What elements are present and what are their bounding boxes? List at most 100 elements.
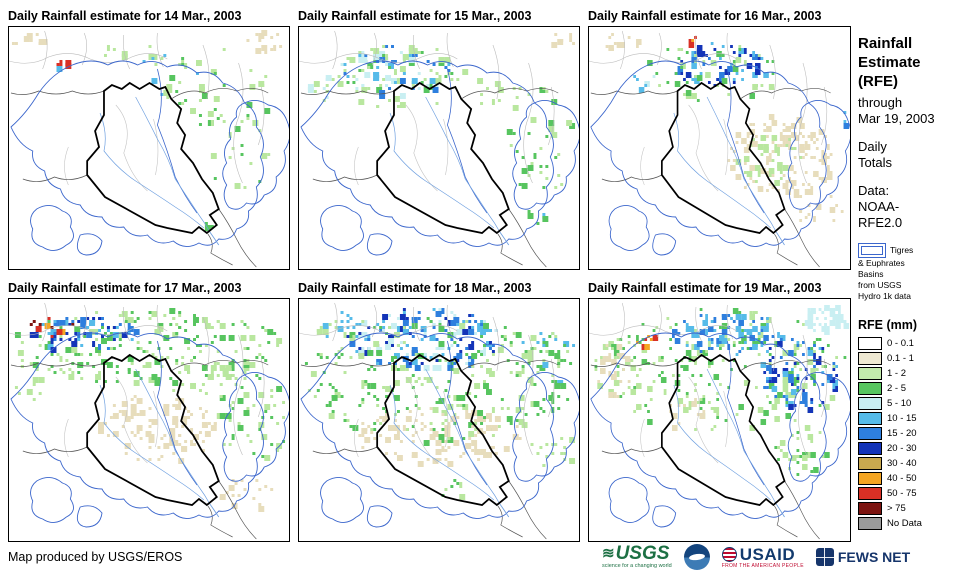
legend-item: 15 - 20 xyxy=(858,426,963,441)
rainfall-speckles xyxy=(307,33,576,225)
legend-item: 30 - 40 xyxy=(858,456,963,471)
legend-swatch xyxy=(858,472,882,485)
sidebar-title-line: Rainfall xyxy=(858,35,913,52)
legend-item: 2 - 5 xyxy=(858,381,963,396)
legend-swatch xyxy=(858,517,882,530)
map-frame xyxy=(588,26,851,270)
panel-title: Daily Rainfall estimate for 17 Mar., 200… xyxy=(8,281,242,295)
legend-label: 5 - 10 xyxy=(887,398,912,409)
legend-swatch xyxy=(858,367,882,380)
basin-note-line: & Euphrates xyxy=(858,258,905,268)
rainfall-speckles xyxy=(605,33,850,222)
rainfall-speckles xyxy=(11,30,283,231)
legend-swatch xyxy=(858,397,882,410)
legend-swatch xyxy=(858,487,882,500)
legend-label: 40 - 50 xyxy=(887,473,917,484)
legend-label: > 75 xyxy=(887,503,906,514)
panel-title: Daily Rainfall estimate for 19 Mar., 200… xyxy=(588,281,822,295)
rainfall-map xyxy=(589,299,850,541)
panel-title: Daily Rainfall estimate for 15 Mar., 200… xyxy=(298,9,532,23)
sidebar-title-line: (RFE) xyxy=(858,73,898,90)
rainfall-map xyxy=(299,299,579,541)
rainfall-map xyxy=(589,27,850,269)
sidebar-title-line: Estimate xyxy=(858,54,921,71)
usaid-shield-icon xyxy=(721,546,737,562)
legend-label: 0 - 0.1 xyxy=(887,338,914,349)
basin-note: Tigres & Euphrates Basins from USGS Hydr… xyxy=(858,243,963,302)
map-panel: Daily Rainfall estimate for 18 Mar., 200… xyxy=(298,278,580,542)
legend-swatch xyxy=(858,427,882,440)
legend-label: 2 - 5 xyxy=(887,383,907,394)
map-credit: Map produced by USGS/EROS xyxy=(8,550,183,564)
legend-item: 0 - 0.1 xyxy=(858,336,963,351)
legend-label: 50 - 75 xyxy=(887,488,917,499)
rainfall-speckles xyxy=(304,308,576,500)
legend-swatch xyxy=(858,412,882,425)
map-panel: Daily Rainfall estimate for 19 Mar., 200… xyxy=(588,278,851,542)
map-panel: Daily Rainfall estimate for 17 Mar., 200… xyxy=(8,278,290,542)
maps-grid: Daily Rainfall estimate for 14 Mar., 200… xyxy=(8,6,851,542)
sidebar-period-line: Totals xyxy=(858,155,892,170)
legend-label: 1 - 2 xyxy=(887,368,907,379)
legend-item: 20 - 30 xyxy=(858,441,963,456)
fewsnet-logo-text: FEWS NET xyxy=(837,549,911,565)
legend-item: No Data xyxy=(858,516,963,531)
map-frame xyxy=(8,298,290,542)
legend-swatch xyxy=(858,457,882,470)
sidebar-through: through xyxy=(858,95,903,110)
legend-swatch xyxy=(858,442,882,455)
usgs-wave-icon: ≋ xyxy=(602,545,615,563)
legend-item: 0.1 - 1 xyxy=(858,351,963,366)
fewsnet-logo: FEWS NET xyxy=(815,548,911,566)
rainfall-map xyxy=(9,27,289,269)
map-panel: Daily Rainfall estimate for 14 Mar., 200… xyxy=(8,6,290,270)
legend-item: 10 - 15 xyxy=(858,411,963,426)
basin-note-row: Tigres xyxy=(858,243,963,258)
basin-note-line: from USGS xyxy=(858,280,902,290)
map-frame xyxy=(588,298,851,542)
sidebar-data-line: NOAA- xyxy=(858,199,900,214)
usgs-logo: ≋ USGS science for a changing world xyxy=(602,544,672,570)
panel-title: Daily Rainfall estimate for 18 Mar., 200… xyxy=(298,281,532,295)
legend-label: 30 - 40 xyxy=(887,458,917,469)
usaid-tagline: FROM THE AMERICAN PEOPLE xyxy=(721,562,804,569)
sidebar: Rainfall Estimate (RFE) through Mar 19, … xyxy=(858,34,963,531)
legend-item: 50 - 75 xyxy=(858,486,963,501)
sidebar-period-line: Daily xyxy=(858,139,887,154)
sidebar-data-line: Data: xyxy=(858,183,890,198)
rainfall-speckles xyxy=(594,305,850,476)
map-frame xyxy=(8,26,290,270)
fews-globe-icon xyxy=(815,548,834,566)
rainfall-map xyxy=(9,299,289,541)
legend-swatch xyxy=(858,382,882,395)
legend-item: 40 - 50 xyxy=(858,471,963,486)
map-panel: Daily Rainfall estimate for 15 Mar., 200… xyxy=(298,6,580,270)
legend-swatch xyxy=(858,352,882,365)
panel-title: Daily Rainfall estimate for 16 Mar., 200… xyxy=(588,9,822,23)
usaid-logo-text: USAID xyxy=(739,544,796,564)
map-panel: Daily Rainfall estimate for 16 Mar., 200… xyxy=(588,6,851,270)
sidebar-title: Rainfall Estimate (RFE) xyxy=(858,34,963,91)
rainfall-speckles xyxy=(14,308,286,512)
legend-swatch xyxy=(858,502,882,515)
basin-outline-swatch xyxy=(858,243,886,258)
legend-item: > 75 xyxy=(858,501,963,516)
legend-item: 5 - 10 xyxy=(858,396,963,411)
panel-title: Daily Rainfall estimate for 14 Mar., 200… xyxy=(8,9,242,23)
usgs-logo-text: USGS xyxy=(615,543,670,565)
legend-swatch xyxy=(858,337,882,350)
legend-title: RFE (mm) xyxy=(858,318,918,332)
rfe-legend-list: 0 - 0.1 0.1 - 1 1 - 2 2 - 5 5 - 10 10 - 15 15 … xyxy=(858,336,963,531)
legend-label: No Data xyxy=(887,518,922,529)
legend-label: 15 - 20 xyxy=(887,428,917,439)
map-frame xyxy=(298,26,580,270)
legend-label: 20 - 30 xyxy=(887,443,917,454)
basin-note-line: Tigres xyxy=(890,245,914,255)
legend-item: 1 - 2 xyxy=(858,366,963,381)
sidebar-data-line: RFE2.0 xyxy=(858,215,903,230)
usgs-tagline: science for a changing world xyxy=(602,563,672,570)
legend-label: 0.1 - 1 xyxy=(887,353,914,364)
usaid-logo: USAID FROM THE AMERICAN PEOPLE xyxy=(721,544,804,569)
noaa-gull-icon xyxy=(688,552,706,562)
basin-note-line: Basins xyxy=(858,269,884,279)
